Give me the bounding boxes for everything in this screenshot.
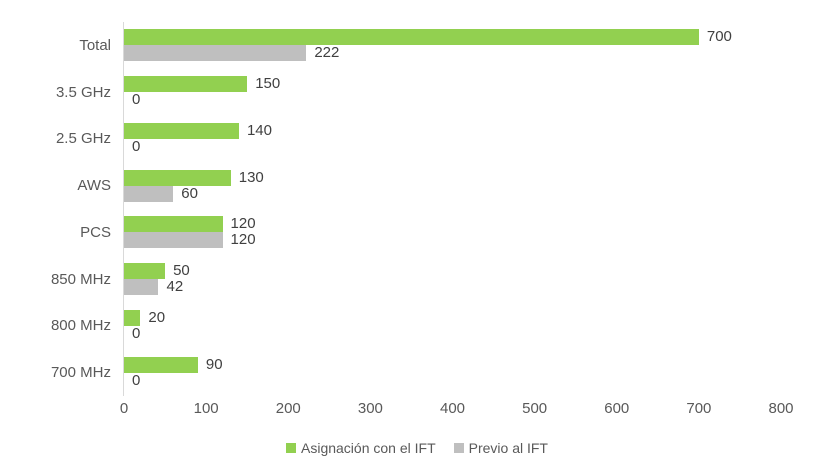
x-tick-label: 200: [275, 400, 301, 417]
bar-group: 90 0: [124, 355, 781, 389]
data-label: 222: [314, 44, 340, 62]
chart-row: PCS 120 120: [0, 209, 834, 256]
data-label: 140: [246, 121, 272, 139]
data-label: 700: [706, 28, 732, 46]
data-label: 0: [132, 371, 141, 389]
bar-previo-al-ift: [124, 45, 307, 62]
bar-line: 60: [124, 184, 781, 202]
bar-group: 120 120: [124, 215, 781, 249]
x-tick-label: 600: [604, 400, 630, 417]
data-label: 0: [132, 324, 141, 342]
bar-line: 140: [124, 121, 781, 139]
category-label: AWS: [77, 177, 111, 195]
bar-line: 222: [124, 44, 781, 62]
bar-line: 20: [124, 308, 781, 326]
category-label: 700 MHz: [50, 364, 111, 382]
chart-row: 800 MHz 20 0: [0, 303, 834, 350]
category-label: PCS: [80, 223, 111, 241]
data-label: 20: [148, 308, 166, 326]
x-tick-label: 300: [357, 400, 383, 417]
category-label: Total: [79, 36, 111, 54]
bar-group: 700 222: [124, 28, 781, 62]
bar-group: 50 42: [124, 262, 781, 296]
category-label: 2.5 GHz: [55, 130, 111, 148]
legend-swatch-gray: [453, 443, 464, 453]
bar-group: 20 0: [124, 308, 781, 342]
chart-row: Total 700 222: [0, 22, 834, 69]
bar-line: 0: [124, 137, 781, 155]
data-label: 120: [230, 231, 256, 249]
category-label: 3.5 GHz: [55, 83, 111, 101]
bar-asignacion-con-el-ift: [124, 122, 239, 139]
plot-area: Total 700 222 3.5 GHz 150 0 2.5 GHz 140 0 AWS 130 6…: [0, 22, 834, 396]
data-label: 0: [132, 137, 141, 155]
legend-item-asignacion: Asignación con el IFT: [286, 440, 436, 456]
chart-row: 700 MHz 90 0: [0, 349, 834, 396]
legend: Asignación con el IFT Previo al IFT: [0, 438, 834, 458]
bar-line: 120: [124, 231, 781, 249]
data-label: 150: [255, 75, 281, 93]
category-label: 850 MHz: [50, 270, 111, 288]
bar-line: 50: [124, 262, 781, 280]
bar-line: 700: [124, 28, 781, 46]
x-tick-label: 500: [522, 400, 548, 417]
bar-line: 150: [124, 75, 781, 93]
data-label: 42: [166, 278, 184, 296]
bar-line: 42: [124, 278, 781, 296]
bar-asignacion-con-el-ift: [124, 309, 141, 326]
bar-line: 0: [124, 92, 781, 108]
bar-asignacion-con-el-ift: [124, 29, 699, 46]
chart-row: AWS 130 60: [0, 162, 834, 209]
x-tick-label: 100: [193, 400, 219, 417]
bar-asignacion-con-el-ift: [124, 356, 198, 373]
data-label: 0: [132, 91, 141, 109]
data-label: 50: [173, 262, 190, 280]
data-label: 60: [181, 184, 198, 202]
chart-row: 2.5 GHz 140 0: [0, 116, 834, 163]
bar-asignacion-con-el-ift: [124, 263, 166, 280]
legend-swatch-green: [286, 443, 296, 453]
x-tick-label: 0: [119, 400, 129, 417]
data-label: 120: [230, 215, 256, 233]
bar-previo-al-ift: [124, 232, 223, 249]
legend-item-previo: Previo al IFT: [453, 440, 548, 456]
x-tick-label: 800: [768, 400, 794, 417]
bar-line: 0: [124, 324, 781, 342]
category-label: 800 MHz: [50, 317, 111, 335]
legend-label-previo: Previo al IFT: [468, 440, 548, 456]
bar-asignacion-con-el-ift: [124, 169, 231, 186]
bar-previo-al-ift: [124, 185, 174, 202]
bar-group: 130 60: [124, 168, 781, 202]
bar-asignacion-con-el-ift: [124, 76, 248, 93]
x-axis: 0 100 200 300 400 500 600 700 800: [120, 400, 794, 418]
chart-rows: Total 700 222 3.5 GHz 150 0 2.5 GHz 140 0 AWS 130 6…: [0, 22, 834, 396]
chart-row: 3.5 GHz 150 0: [0, 69, 834, 116]
x-tick-label: 400: [439, 400, 466, 417]
bar-line: 120: [124, 215, 781, 233]
bar-line: 90: [124, 355, 781, 373]
bar-line: 130: [124, 168, 781, 186]
chart-row: 850 MHz 50 42: [0, 256, 834, 303]
x-tick-label: 700: [686, 400, 712, 417]
data-label: 130: [238, 168, 264, 186]
data-label: 90: [205, 355, 223, 373]
y-axis-line: [123, 22, 124, 396]
bar-line: 0: [124, 371, 781, 389]
bar-group: 140 0: [124, 121, 781, 155]
bar-asignacion-con-el-ift: [124, 216, 223, 233]
bar-group: 150 0: [124, 76, 781, 108]
bar-previo-al-ift: [124, 279, 159, 296]
legend-label-asignacion: Asignación con el IFT: [301, 440, 436, 456]
